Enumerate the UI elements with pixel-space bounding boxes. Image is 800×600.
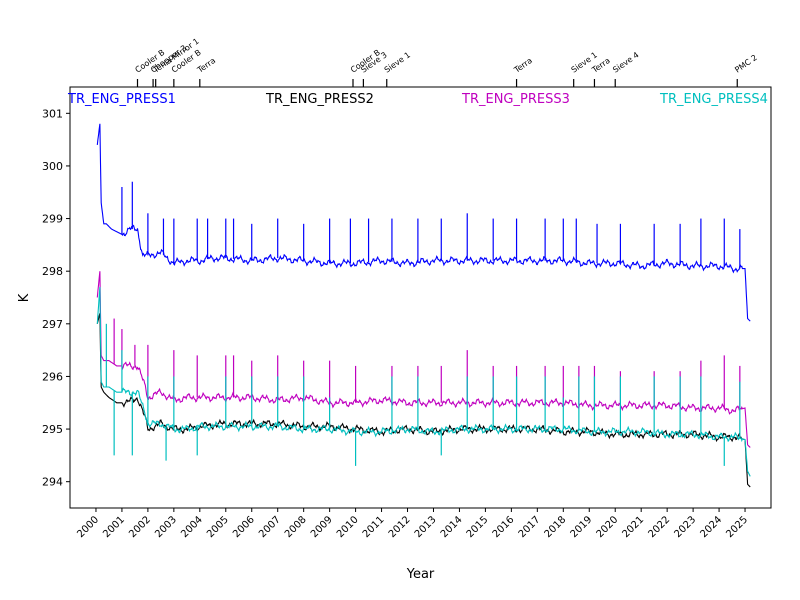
y-tick-label: 294 [42, 476, 63, 489]
series-line-tr-eng-press2 [96, 313, 751, 488]
legend-entry-tr-eng-press3: TR_ENG_PRESS3 [461, 92, 570, 107]
y-axis: 294 295 296 297 298 299 300 301 [42, 107, 70, 489]
legend-entry-tr-eng-press4: TR_ENG_PRESS4 [659, 92, 768, 107]
y-axis-label: K [17, 293, 32, 302]
series-line-tr-eng-press3 [96, 271, 751, 448]
y-tick-label: 299 [42, 213, 63, 226]
series-layer [96, 123, 751, 488]
legend: TR_ENG_PRESS1 TR_ENG_PRESS2 TR_ENG_PRESS3 T… [67, 92, 768, 107]
y-tick-label: 297 [42, 318, 63, 331]
legend-entry-tr-eng-press2: TR_ENG_PRESS2 [265, 92, 374, 107]
legend-entry-tr-eng-press1: TR_ENG_PRESS1 [67, 92, 176, 107]
y-tick-label: 295 [42, 423, 63, 436]
y-tick-label: 300 [42, 160, 63, 173]
series-line-tr-eng-press1 [96, 123, 751, 322]
series-line-tr-eng-press4 [96, 286, 751, 477]
y-tick-label: 296 [42, 370, 63, 383]
y-tick-label: 301 [42, 107, 63, 120]
x-axis-label: Year [406, 567, 435, 582]
y-tick-label: 298 [42, 265, 63, 278]
plot-frame [69, 86, 772, 509]
